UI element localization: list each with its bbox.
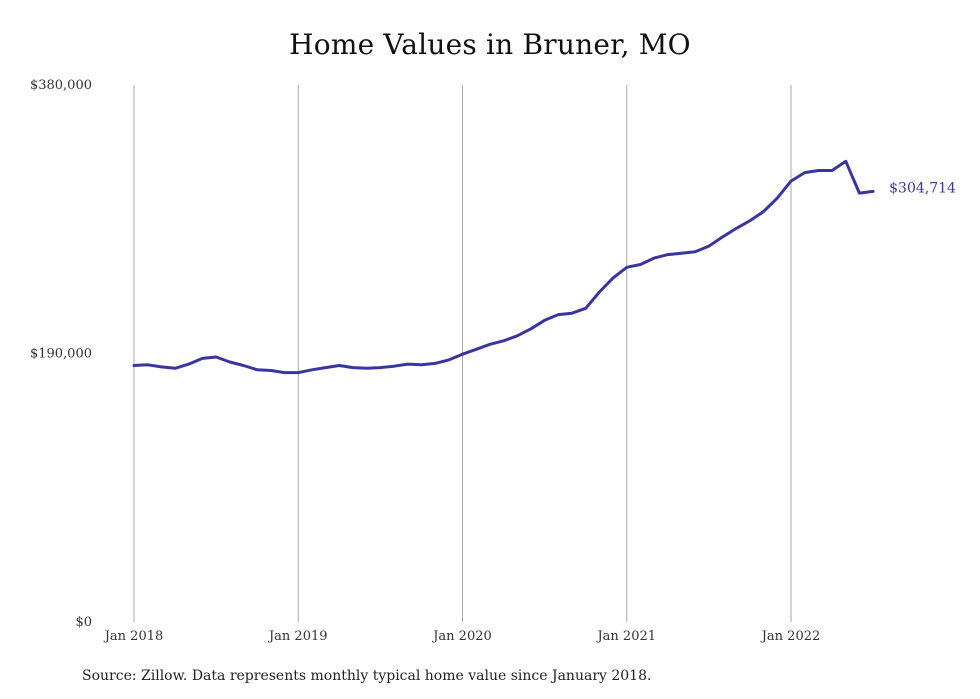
x-tick-label-0: Jan 2018: [103, 629, 164, 644]
y-tick-label-1: $190,000: [30, 347, 92, 362]
source-note: Source: Zillow. Data represents monthly …: [82, 668, 652, 684]
x-tick-label-2: Jan 2020: [431, 629, 492, 644]
chart-title: Home Values in Bruner, MO: [289, 28, 691, 61]
y-tick-label-2: $380,000: [30, 78, 92, 93]
end-value-label: $304,714: [889, 180, 956, 196]
series-line: [132, 159, 875, 375]
x-tick-label-1: Jan 2019: [267, 629, 328, 644]
y-tick-label-0: $0: [75, 615, 92, 630]
x-tick-label-4: Jan 2022: [760, 629, 821, 644]
x-tick-label-3: Jan 2021: [595, 629, 656, 644]
